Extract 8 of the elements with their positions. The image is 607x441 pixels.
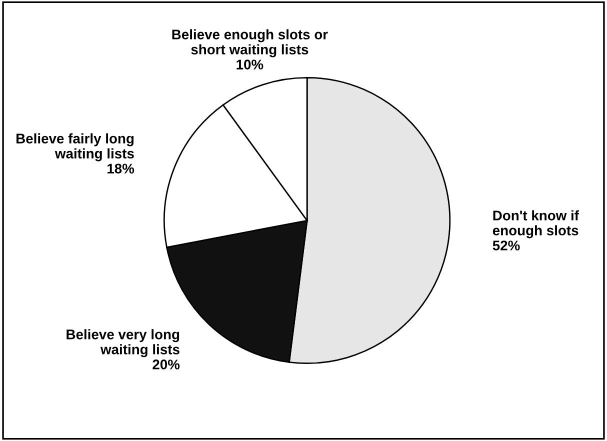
data-label: 18% xyxy=(108,164,134,174)
data-label: 20% xyxy=(152,360,180,370)
data-label: 52% xyxy=(492,240,520,250)
data-label: 10% xyxy=(236,60,264,70)
slice-label: Don't know if enough slots xyxy=(492,210,580,238)
slice-label: Believe fairly long waiting lists xyxy=(16,133,134,162)
slice-label: Believe enough slots or short waiting lists xyxy=(172,29,328,58)
slice-label: Believe very long waiting lists xyxy=(66,329,180,358)
